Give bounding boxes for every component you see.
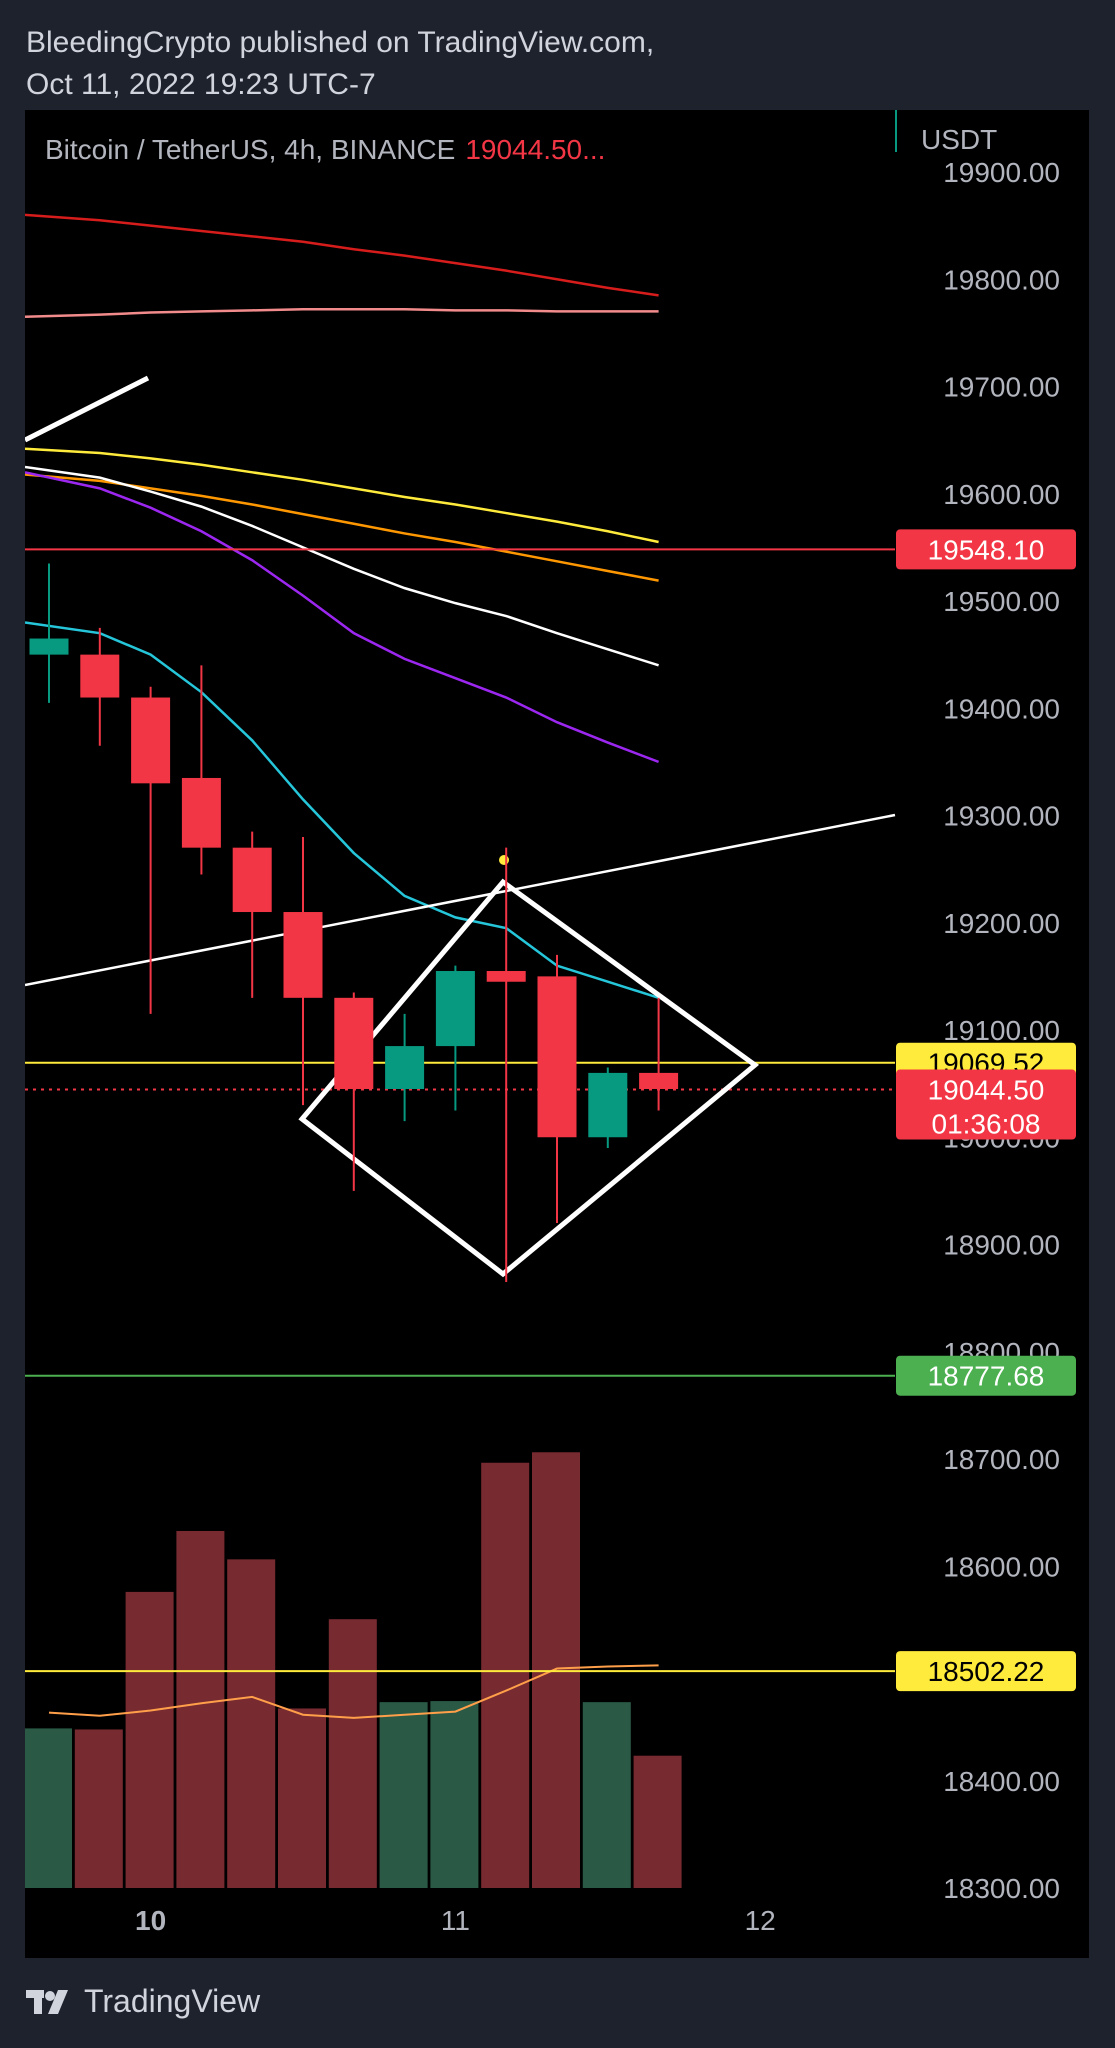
price-tick-label: 19800.00 [943,264,1060,295]
candle-body [639,1072,679,1089]
trend-line-long[interactable] [25,813,896,987]
volume-bar [379,1702,428,1888]
price-tick-label: 18600.00 [943,1551,1060,1582]
volume-bar [582,1702,631,1888]
price-line-layer [25,548,895,1673]
last-price: 19044.50... [465,134,606,165]
candle-body [588,1072,628,1138]
price-labels: 19548.1019069.5219044.5001:36:0818777.68… [896,529,1076,1692]
price-tick-label: 19900.00 [943,157,1060,188]
moving-average-line [25,465,659,667]
drawing-layer[interactable] [25,375,896,1278]
candle-body [29,638,69,655]
price-label-text: 18502.22 [928,1656,1045,1687]
price-label-box [896,1651,1076,1692]
candle-body [537,976,577,1138]
price-label-box [896,1355,1076,1396]
candle-body [385,1046,425,1089]
candle-body [283,912,323,998]
time-axis: 10 11 12 [135,1905,776,1936]
volume-bar [633,1755,682,1888]
candlestick-chart[interactable]: 19900.00 19800.00 19700.00 19600.00 19500.00… [25,110,1089,1958]
candle-layer [29,563,679,1283]
price-label-box [896,1069,1076,1140]
price-label-text: 19044.50 [928,1075,1045,1106]
price-label-box [896,529,1076,570]
moving-average-line [25,308,659,319]
candle-body [232,847,272,913]
moving-average-line [25,473,659,582]
volume-bar [25,1728,72,1888]
publish-author: BleedingCrypto published on TradingView.… [26,26,655,59]
price-tick-label: 18700.00 [943,1444,1060,1475]
time-tick-label: 11 [441,1905,470,1936]
candle-body [80,654,120,698]
volume-layer [25,1452,682,1888]
volume-bar [227,1559,276,1888]
moving-average-line [25,471,660,764]
price-tick-label: 19200.00 [943,908,1060,939]
price-tick-label: 19700.00 [943,372,1060,403]
volume-bar [328,1619,377,1888]
time-tick-label: 10 [135,1905,166,1936]
footer-branding: TradingView [26,1983,260,2020]
price-tick-label: 18900.00 [943,1230,1060,1261]
moving-average-line [25,621,659,1000]
symbol-info[interactable]: Bitcoin / TetherUS, 4h, BINANCE 19044.50.… [45,134,605,166]
trend-line-short[interactable] [25,375,150,443]
price-tick-label: 19400.00 [943,693,1060,724]
price-axis: 19900.00 19800.00 19700.00 19600.00 19500.00… [943,157,1060,1904]
volume-bar [176,1531,225,1888]
volume-bar [278,1708,326,1888]
price-tick-label: 19500.00 [943,586,1060,617]
volume-bar [74,1729,123,1888]
candle-body [334,997,374,1089]
brand-name: TradingView [84,1983,261,2019]
volume-bar [125,1591,174,1888]
moving-average-line [25,213,659,297]
price-label-text: 19548.10 [928,534,1045,565]
candle-body [486,971,526,982]
price-tick-label: 19300.00 [943,801,1060,832]
price-tick-label: 18300.00 [943,1873,1060,1904]
price-label-text: 18777.68 [928,1361,1045,1392]
volume-bar [481,1462,530,1888]
time-tick-label: 12 [745,1905,776,1936]
tradingview-logo-icon [26,1989,68,2014]
candle-body [181,777,221,848]
price-tick-label: 19600.00 [943,479,1060,510]
symbol-name: Bitcoin / TetherUS, 4h, BINANCE [45,134,456,165]
chart-panel[interactable]: 19900.00 19800.00 19700.00 19600.00 19500.00… [25,110,1089,1958]
candle-body [435,971,475,1047]
high-marker-dot [499,855,509,865]
price-tick-label: 19100.00 [943,1015,1060,1046]
axis-unit[interactable]: USDT [921,124,998,155]
publish-header: BleedingCrypto published on TradingView.… [26,22,654,106]
price-tick-label: 18400.00 [943,1766,1060,1797]
axis-unit-marker [895,110,897,152]
countdown-text: 01:36:08 [932,1109,1041,1140]
candle-body [131,697,171,784]
moving-average-line [25,447,659,544]
volume-ma-line [48,1664,659,1719]
volume-bar [430,1701,479,1888]
publish-date: Oct 11, 2022 19:23 UTC-7 [26,68,376,101]
